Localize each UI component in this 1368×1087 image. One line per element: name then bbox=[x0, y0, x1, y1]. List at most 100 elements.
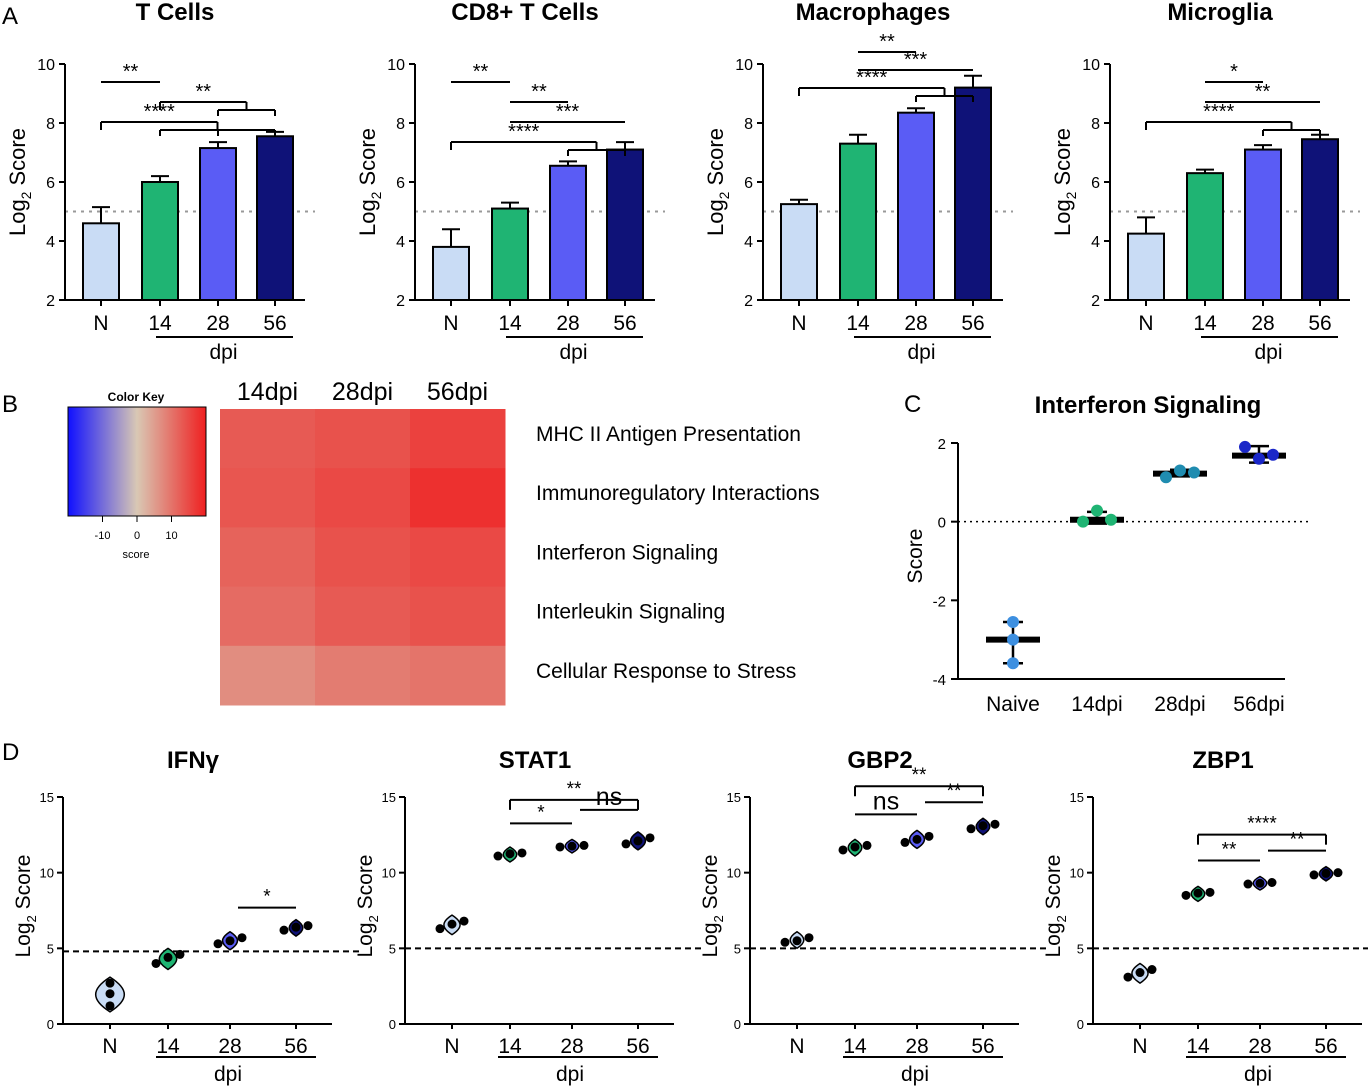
data-point bbox=[1147, 965, 1157, 975]
data-point bbox=[435, 924, 445, 934]
data-point bbox=[1243, 879, 1253, 889]
heatmap-row-label: Cellular Response to Stress bbox=[536, 660, 796, 683]
data-point bbox=[163, 952, 173, 962]
y-tick-label: 8 bbox=[46, 116, 55, 133]
violin-chart-d2: STAT1 0 5 10 15 N 14 28 56 dpi Log2 Score * ns ** bbox=[354, 747, 702, 1086]
bar-N bbox=[432, 245, 470, 301]
data-point bbox=[1105, 513, 1117, 526]
y-tick-label: 6 bbox=[744, 175, 753, 192]
y-tick-label: 0 bbox=[389, 1017, 396, 1032]
chart-title: STAT1 bbox=[499, 747, 571, 774]
y-tick-label: 10 bbox=[37, 57, 55, 74]
data-point bbox=[1333, 868, 1343, 878]
x-tick-label: 14 bbox=[1186, 1035, 1210, 1058]
data-point bbox=[105, 1001, 115, 1011]
data-point bbox=[838, 845, 848, 855]
data-point bbox=[978, 821, 988, 831]
heatmap-cell bbox=[410, 645, 506, 706]
heatmap-cell bbox=[315, 409, 411, 469]
data-point bbox=[1077, 515, 1089, 528]
data-point bbox=[1253, 452, 1265, 465]
data-point bbox=[1135, 968, 1145, 978]
significance-label: ** bbox=[567, 779, 582, 800]
bar-56 bbox=[954, 86, 992, 301]
heatmap-cell bbox=[220, 586, 316, 647]
data-point bbox=[1174, 464, 1186, 477]
y-tick-label: 6 bbox=[46, 175, 55, 192]
heatmap-cell bbox=[220, 409, 316, 469]
y-tick-label: 0 bbox=[47, 1017, 54, 1032]
significance-label: **** bbox=[856, 67, 887, 89]
data-point bbox=[1123, 972, 1133, 982]
y-tick-label: 10 bbox=[1082, 57, 1100, 74]
y-axis-label: Log2 Score bbox=[12, 855, 39, 958]
y-tick-label: 5 bbox=[47, 941, 54, 956]
violin-chart-d1: IFNγ 0 5 10 15 N 14 28 56 dpi Log2 Score * bbox=[12, 747, 360, 1086]
heatmap-column-label: 28dpi bbox=[332, 378, 393, 406]
significance-label: **** bbox=[144, 101, 175, 123]
bar-56 bbox=[606, 148, 644, 301]
bar-N bbox=[1127, 232, 1165, 301]
significance-label: ** bbox=[195, 81, 211, 103]
bar-56 bbox=[256, 135, 294, 301]
significance-label: ** bbox=[879, 31, 895, 53]
x-tick-label: 56 bbox=[1308, 312, 1331, 335]
y-tick-label: 15 bbox=[727, 790, 741, 805]
bar-56 bbox=[1301, 138, 1339, 301]
y-tick-label: 4 bbox=[46, 234, 55, 251]
data-point bbox=[862, 840, 872, 850]
color-key-tick-label: 10 bbox=[165, 530, 177, 542]
x-tick-label: 28 bbox=[1251, 312, 1274, 335]
data-point bbox=[1007, 615, 1019, 628]
y-tick-label: 0 bbox=[938, 515, 946, 532]
x-tick-label: N bbox=[1132, 1035, 1147, 1058]
x-tick-label: 28 bbox=[1248, 1035, 1271, 1058]
data-point bbox=[291, 922, 301, 932]
color-key-title: Color Key bbox=[108, 390, 165, 404]
data-point bbox=[1160, 471, 1172, 484]
data-point bbox=[990, 819, 1000, 829]
y-axis-label: Log2 Score bbox=[1042, 855, 1069, 958]
data-point bbox=[1255, 878, 1265, 888]
y-axis-label: Log2 Score bbox=[699, 855, 726, 958]
bar-28 bbox=[897, 111, 935, 301]
chart-title: Macrophages bbox=[796, 0, 951, 26]
heatmap-cell bbox=[410, 409, 506, 469]
x-tick-label: 14 bbox=[498, 1035, 522, 1058]
heatmap-column-label: 14dpi bbox=[237, 378, 298, 406]
heatmap-row-label: Immunoregulatory Interactions bbox=[536, 482, 820, 505]
chart-title: Microglia bbox=[1167, 0, 1273, 26]
heatmap-cell bbox=[220, 468, 316, 528]
data-point bbox=[1007, 633, 1019, 646]
x-tick-label: 56 bbox=[613, 312, 636, 335]
y-tick-label: 4 bbox=[396, 234, 405, 251]
data-point bbox=[645, 833, 655, 843]
heatmap-cell bbox=[315, 527, 411, 588]
heatmap-cell bbox=[220, 527, 316, 588]
bar-28 bbox=[1244, 148, 1282, 301]
x-tick-label: 14 bbox=[156, 1035, 180, 1058]
significance-label: ns bbox=[596, 783, 622, 811]
y-tick-label: 10 bbox=[387, 57, 405, 74]
x-tick-label: 14 bbox=[843, 1035, 867, 1058]
x-group-label: dpi bbox=[209, 341, 237, 364]
y-tick-label: 10 bbox=[382, 866, 396, 881]
significance-label: ** bbox=[531, 81, 547, 103]
significance-label: ** bbox=[1255, 81, 1271, 103]
y-tick-label: 0 bbox=[734, 1017, 741, 1032]
significance-label: **** bbox=[508, 121, 539, 143]
x-tick-label: 28 bbox=[560, 1035, 583, 1058]
significance-label: ** bbox=[473, 61, 489, 83]
data-point bbox=[105, 989, 115, 999]
data-point bbox=[459, 916, 469, 926]
x-tick-label: 14 bbox=[148, 312, 172, 335]
bar-N bbox=[780, 203, 818, 301]
significance-label: **** bbox=[1203, 101, 1234, 123]
x-tick-label: 14 bbox=[846, 312, 870, 335]
data-point bbox=[912, 834, 922, 844]
heatmap-row-label: Interleukin Signaling bbox=[536, 601, 725, 624]
